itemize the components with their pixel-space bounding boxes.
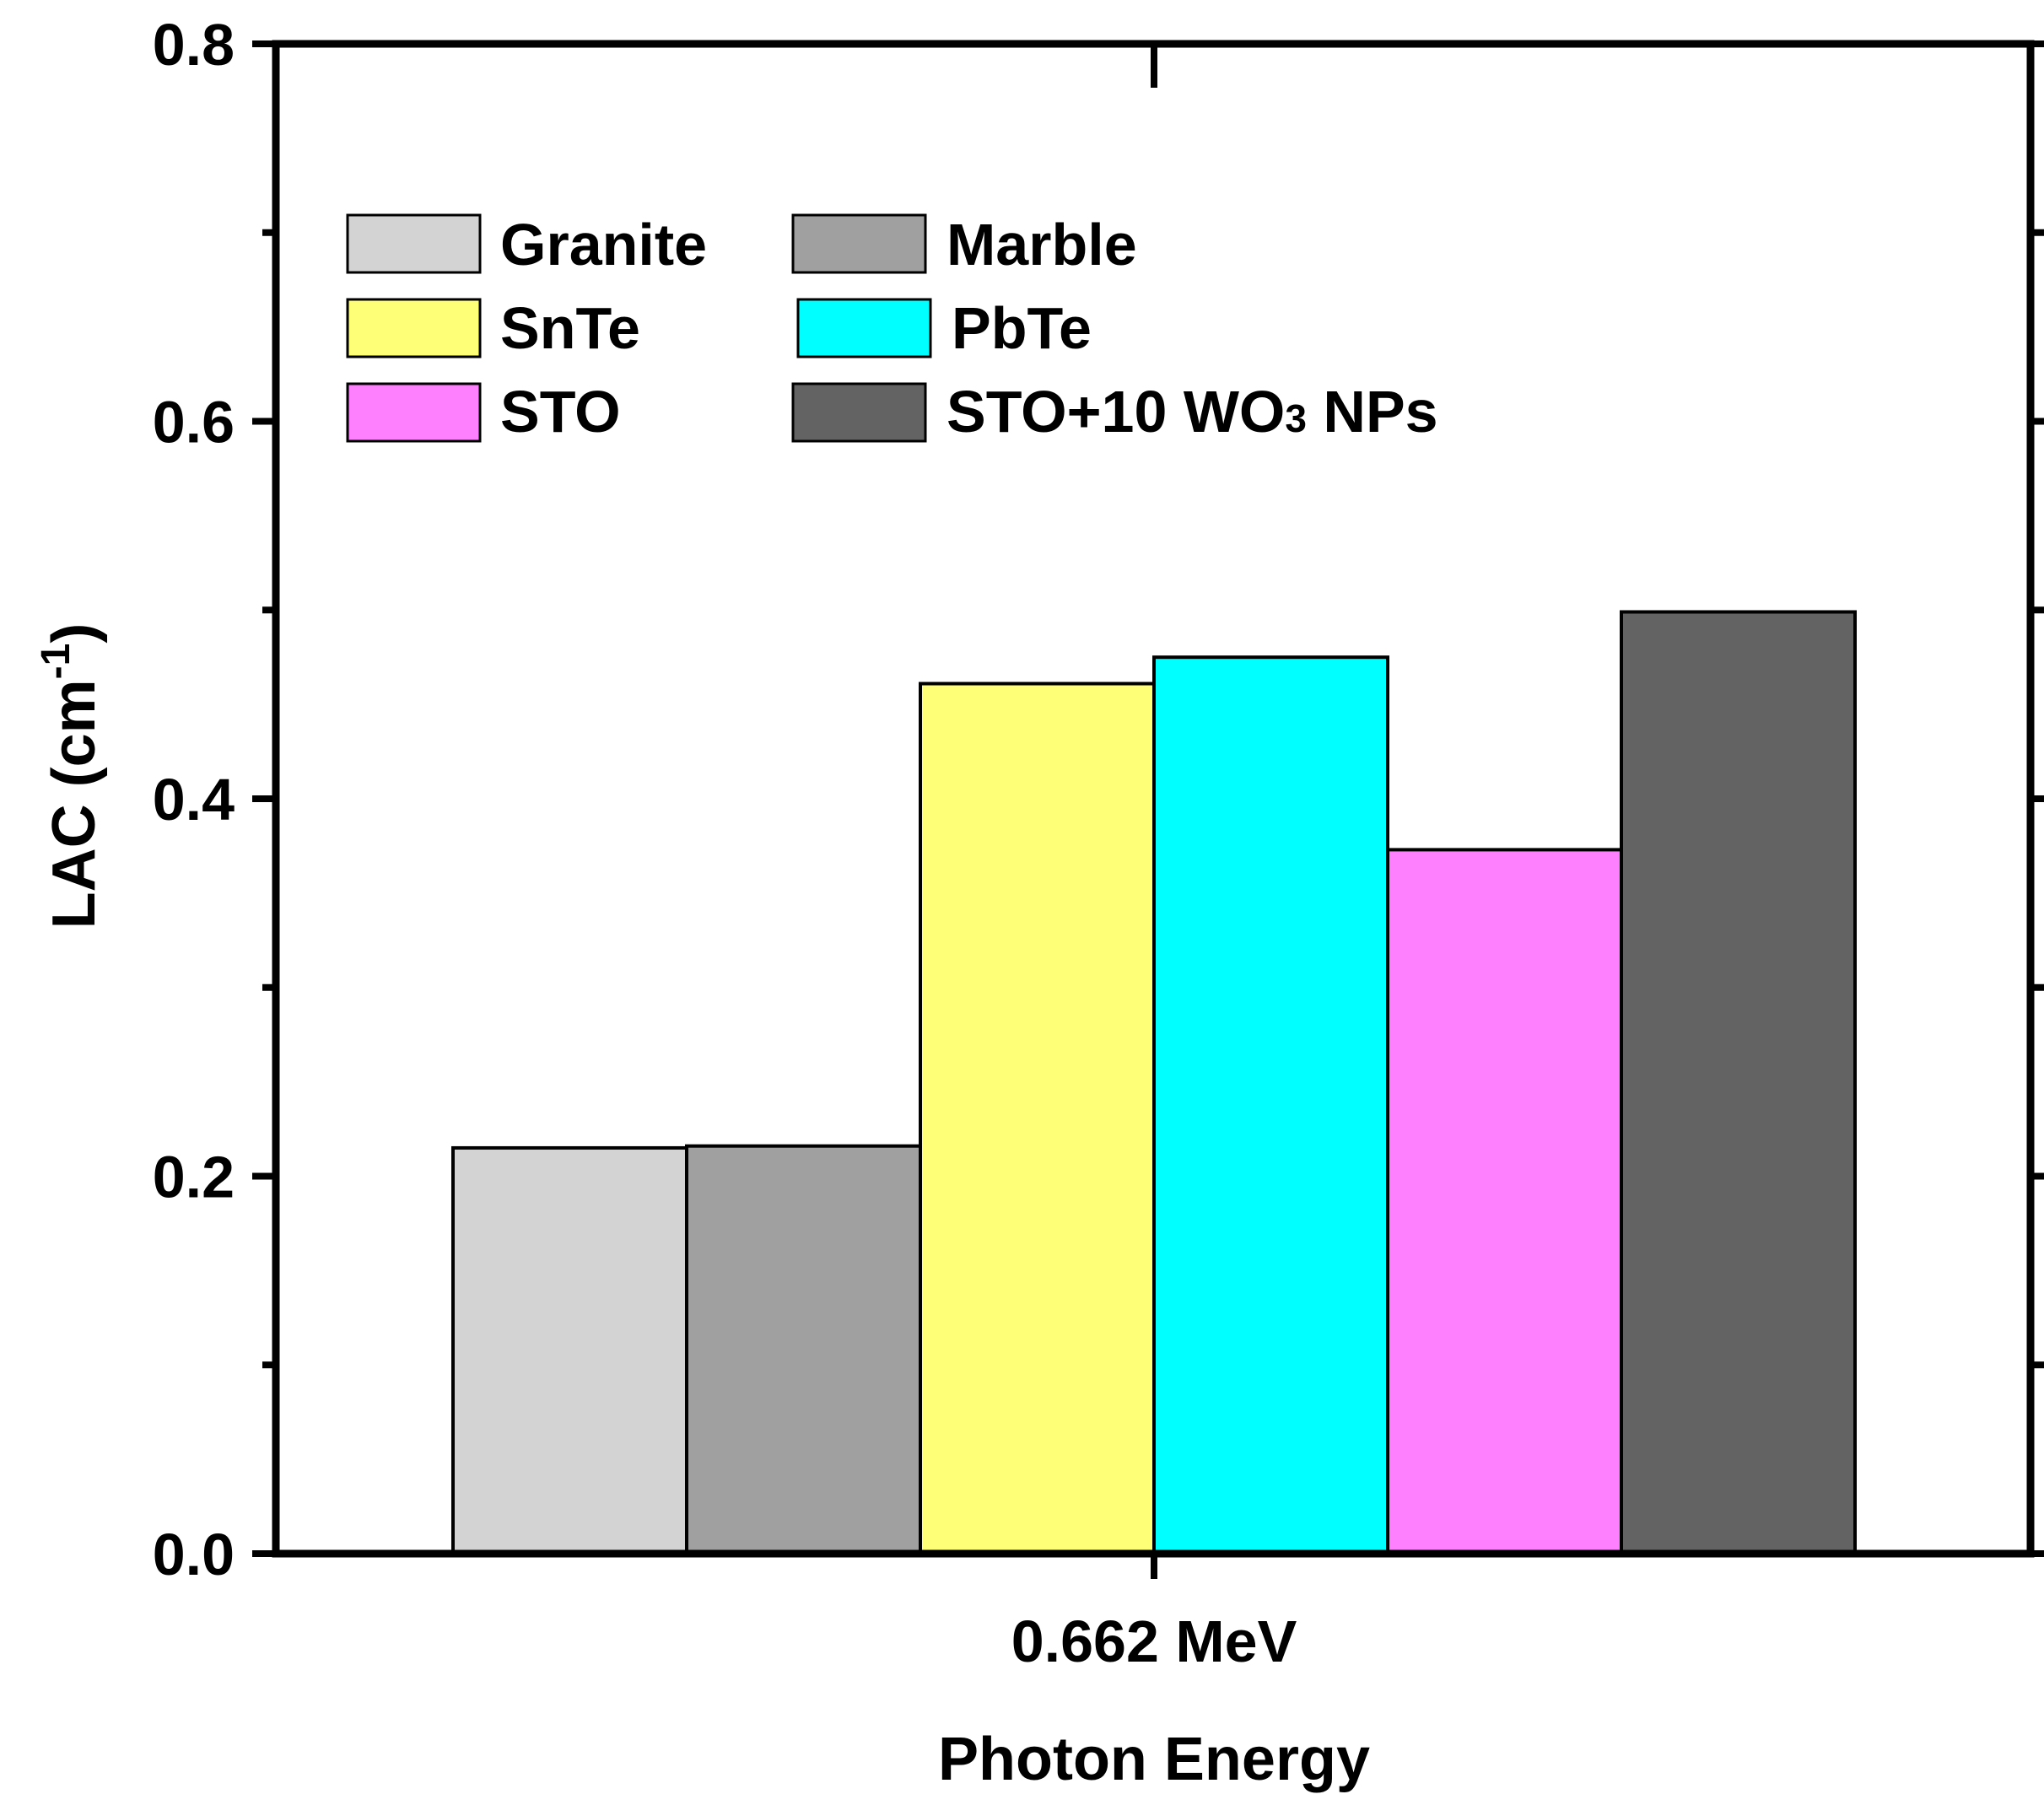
y-axis-title-close: ): [40, 623, 108, 644]
legend: Granite Marble SnTe PbTe STO STO+10 WO3 …: [346, 212, 1438, 445]
y-tick-label: 0.4: [153, 767, 235, 832]
legend-swatch-sto-wo3: [791, 382, 927, 443]
legend-label-sto-wo3: STO+10 WO3 NPs: [946, 379, 1438, 445]
legend-label-granite: Granite: [500, 212, 707, 277]
legend-label-marble: Marble: [946, 212, 1137, 277]
legend-label-snte: SnTe: [500, 295, 640, 361]
x-tick-label: 0.662 MeV: [1011, 1608, 1297, 1674]
bar-pbte: [1152, 655, 1389, 1555]
y-tick-label: 0.2: [153, 1145, 235, 1210]
bar-snte: [919, 682, 1156, 1556]
y-axis-title: LAC (cm-1): [34, 623, 108, 929]
y-tick-label: 0.6: [153, 390, 235, 455]
legend-swatch-marble: [791, 213, 927, 274]
legend-label-sto-wo3-suffix: NPs: [1307, 379, 1438, 445]
bar-granite: [451, 1145, 688, 1555]
y-tick-label: 0.0: [153, 1522, 235, 1587]
y-axis-title-superscript: -1: [34, 644, 78, 680]
legend-label-sto-wo3-prefix: STO+10 WO: [946, 379, 1285, 445]
bar-sto: [1386, 848, 1623, 1555]
bar-sto-wo3: [1620, 610, 1857, 1555]
legend-swatch-snte: [346, 298, 482, 358]
bars-group: [451, 610, 1857, 1556]
legend-label-pbte: PbTe: [952, 295, 1092, 361]
legend-swatch-pbte: [796, 298, 932, 358]
y-tick-labels: 0.0 0.2 0.4 0.6 0.8: [153, 12, 235, 1587]
legend-swatch-granite: [346, 213, 482, 274]
x-axis-title: Photon Energy: [938, 1726, 1370, 1793]
y-tick-label: 0.8: [153, 12, 235, 78]
ticks-group: [252, 40, 2044, 1579]
y-axis-title-main: LAC (cm: [40, 679, 108, 929]
legend-label-sto-wo3-subscript: 3: [1285, 396, 1307, 440]
legend-label-sto: STO: [500, 379, 621, 445]
legend-swatch-sto: [346, 382, 482, 443]
bar-marble: [685, 1144, 922, 1555]
